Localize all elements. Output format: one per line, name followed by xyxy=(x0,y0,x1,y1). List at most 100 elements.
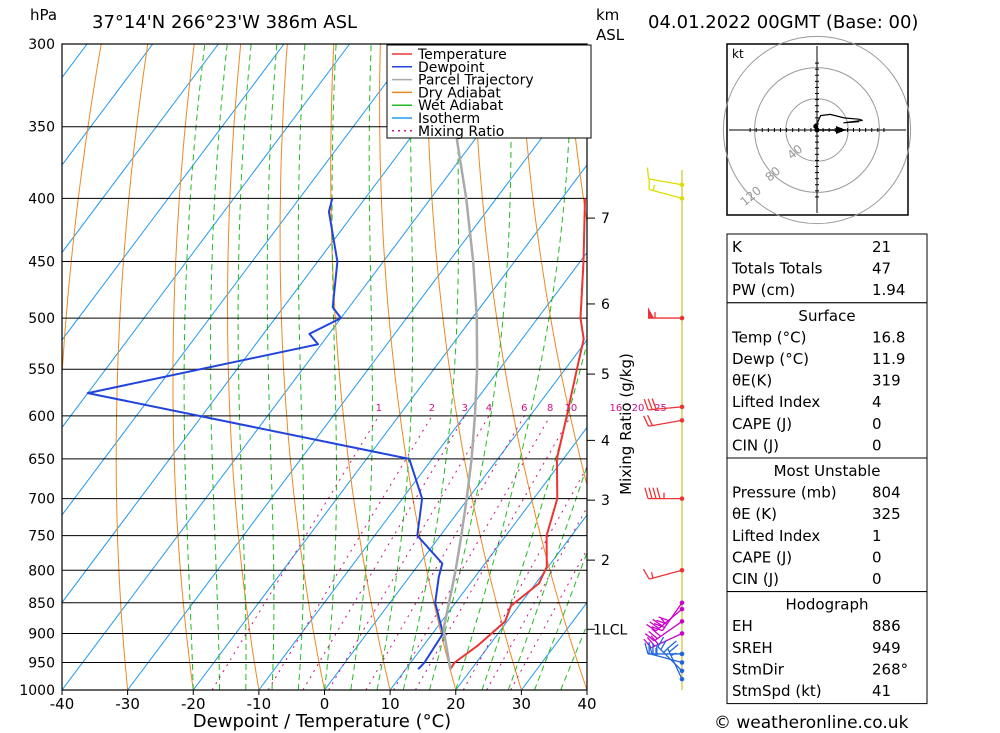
x-tick-label: -20 xyxy=(181,695,206,713)
height-tick-label: 5 xyxy=(601,367,610,383)
indices-label: CAPE (J) xyxy=(732,548,792,566)
wind-barb xyxy=(646,606,685,632)
indices-value: 325 xyxy=(872,505,901,523)
wind-level-dot xyxy=(679,651,685,657)
mixing-ratio-label: 2 xyxy=(429,403,435,414)
wet-adiabat-line xyxy=(402,44,459,690)
wind-barb-feather xyxy=(652,487,657,499)
wind-barb xyxy=(657,636,685,674)
wind-barb-staff xyxy=(648,569,683,580)
wind-barb-half-feather xyxy=(663,647,669,653)
temperature-line xyxy=(449,198,586,670)
wind-barb-half-feather xyxy=(650,572,654,579)
indices-label: Dewp (°C) xyxy=(732,350,809,368)
dry-adiabat-line xyxy=(426,44,522,690)
dry-adiabat-line xyxy=(975,7,1000,716)
wind-barb-half-feather xyxy=(652,184,656,191)
legend-label: Dewpoint xyxy=(418,60,485,76)
wind-barb-half-feather xyxy=(670,652,677,657)
storm-motion-arrowhead xyxy=(836,126,846,134)
mixing-ratio-label: 6 xyxy=(521,403,527,414)
pressure-tick-label: 900 xyxy=(28,626,55,642)
indices-label: SREH xyxy=(732,639,773,657)
indices-value: 0 xyxy=(872,436,882,454)
mixing-ratio-line xyxy=(302,415,466,690)
indices-label: Lifted Index xyxy=(732,393,820,411)
pressure-axis: 300 350 400 450 500 550 600 650 700 750 800 850 900 9… xyxy=(19,37,55,699)
wind-barb-staff xyxy=(653,620,683,642)
indices-value: 804 xyxy=(872,484,901,502)
wet-adiabat-line xyxy=(534,551,587,690)
dry-adiabat-line xyxy=(379,44,457,690)
pressure-tick-label: 450 xyxy=(28,255,55,271)
legend-label: Temperature xyxy=(417,47,507,63)
legend-label: Isotherm xyxy=(418,111,480,127)
indices-value: 11.9 xyxy=(872,350,905,368)
indices-box xyxy=(726,302,928,459)
dry-adiabat-line xyxy=(472,44,587,690)
mixing-ratio-line xyxy=(328,415,490,690)
isotherm-line xyxy=(62,44,482,604)
wind-barb-feather xyxy=(647,398,653,410)
wet-adiabat-line xyxy=(350,44,373,690)
dry-adiabat-line xyxy=(62,44,102,690)
legend-label: Wet Adiabat xyxy=(418,98,504,114)
indices-box xyxy=(726,457,928,593)
wind-barb-feather xyxy=(647,414,654,426)
isotherm-line xyxy=(62,44,547,690)
x-tick-label: 40 xyxy=(577,695,596,713)
wind-barb-staff xyxy=(655,608,683,632)
height-tick-label: 7 xyxy=(601,211,610,227)
pressure-tick-label: 950 xyxy=(28,655,55,671)
indices-label: StmSpd (kt) xyxy=(732,682,822,700)
mixing-ratio-label: 16 xyxy=(610,403,623,414)
wind-barb-feather xyxy=(646,623,657,632)
wind-barb xyxy=(643,398,685,411)
mixing-ratio-line xyxy=(414,415,572,690)
wind-barb-staff xyxy=(648,178,683,186)
indices-label: θE(K) xyxy=(732,372,772,390)
height-tick-label: 1LCL xyxy=(593,622,627,638)
height-tick-label: 3 xyxy=(601,493,610,509)
parcel-trajectory-line xyxy=(442,44,479,670)
wind-barb-staff xyxy=(648,188,683,199)
indices-box xyxy=(726,233,928,304)
mixing-ratio-label: 20 xyxy=(632,403,645,414)
hodograph-surface-dot xyxy=(813,123,819,129)
indices-label: Totals Totals xyxy=(731,260,823,278)
wind-level-dot xyxy=(679,631,685,636)
wind-barb-feather xyxy=(648,487,653,499)
wind-barb xyxy=(667,640,685,682)
indices-value: 319 xyxy=(872,372,901,390)
wind-barb-feather xyxy=(656,487,661,499)
indices-value: 47 xyxy=(872,260,891,278)
wind-barb-feather xyxy=(643,398,649,411)
indices-section-title: Surface xyxy=(798,307,855,325)
wind-barb-feather xyxy=(648,630,658,640)
indices-label: Pressure (mb) xyxy=(732,484,837,502)
wind-barb-feather xyxy=(644,487,649,499)
copyright-label: © weatheronline.co.uk xyxy=(714,713,909,733)
datetime-label: 04.01.2022 00GMT (Base: 00) xyxy=(648,12,918,33)
wind-barb-staff xyxy=(648,419,683,427)
dry-adiabat-line xyxy=(226,44,260,690)
indices-label: K xyxy=(732,238,743,256)
profile-lines xyxy=(86,44,586,670)
hodograph-trace xyxy=(815,113,863,127)
wind-barb xyxy=(648,642,685,665)
legend-label: Parcel Trajectory xyxy=(418,73,534,89)
wind-barb xyxy=(643,414,685,427)
indices-value: 1 xyxy=(872,527,882,545)
wind-barb-flag xyxy=(648,307,654,319)
wind-barb-feather xyxy=(642,568,650,580)
dry-adiabat-line xyxy=(172,44,195,690)
x-axis-title: Dewpoint / Temperature (°C) xyxy=(193,711,451,732)
pressure-tick-label: 850 xyxy=(28,596,55,612)
plot-frame xyxy=(61,43,588,691)
wind-level-dot xyxy=(679,676,685,682)
indices-box xyxy=(726,591,928,705)
isotherm-line xyxy=(62,44,154,166)
pressure-unit-label: hPa xyxy=(30,6,57,24)
wind-barb xyxy=(648,307,685,321)
